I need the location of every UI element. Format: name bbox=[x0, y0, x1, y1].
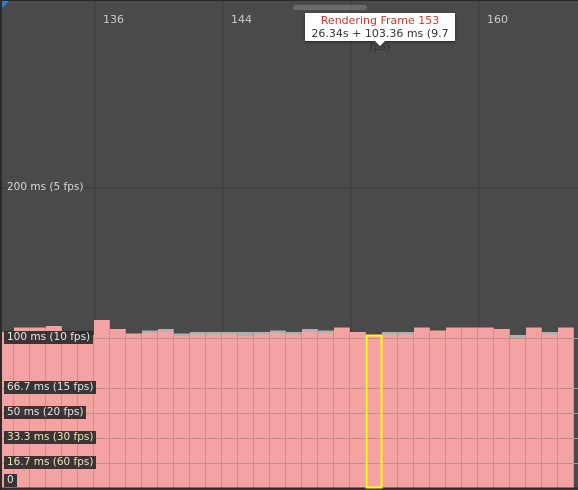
threshold-label-100ms: 100 ms (10 fps) bbox=[4, 331, 94, 344]
frame-bar-149[interactable] bbox=[302, 329, 318, 488]
frame-bar-158[interactable] bbox=[446, 327, 462, 489]
frame-bar-cap-147 bbox=[270, 330, 286, 333]
threshold-label-50ms: 50 ms (20 fps) bbox=[4, 406, 87, 419]
frame-bar-148[interactable] bbox=[286, 332, 302, 488]
frame-bar-cap-155 bbox=[398, 332, 414, 335]
tooltip-pointer-icon bbox=[375, 41, 385, 46]
frame-bar-cap-164 bbox=[542, 332, 558, 335]
frame-bar-cap-146 bbox=[254, 332, 270, 335]
frame-bar-150[interactable] bbox=[318, 330, 334, 489]
frame-bar-156[interactable] bbox=[414, 327, 430, 489]
threshold-label-zero: 0 bbox=[4, 474, 17, 487]
frame-bar-144[interactable] bbox=[222, 332, 238, 488]
frame-bar-161[interactable] bbox=[494, 329, 510, 488]
frame-bar-137[interactable] bbox=[110, 329, 126, 488]
frame-bar-147[interactable] bbox=[270, 330, 286, 489]
frame-bar-143[interactable] bbox=[206, 332, 222, 488]
frame-bar-cap-142 bbox=[190, 332, 206, 335]
selected-frame-outline[interactable] bbox=[365, 334, 383, 489]
frame-bar-cap-162 bbox=[510, 335, 526, 339]
frame-bar-142[interactable] bbox=[190, 332, 206, 488]
frame-bar-cap-154 bbox=[382, 332, 398, 335]
frame-bar-154[interactable] bbox=[382, 332, 398, 488]
frame-bar-136[interactable] bbox=[94, 320, 110, 488]
frame-bar-cap-149 bbox=[302, 329, 318, 332]
threshold-label-16ms: 16.7 ms (60 fps) bbox=[4, 456, 97, 469]
frame-bar-138[interactable] bbox=[126, 333, 142, 489]
threshold-label-66ms: 66.7 ms (15 fps) bbox=[4, 381, 97, 394]
threshold-label-33ms: 33.3 ms (30 fps) bbox=[4, 431, 97, 444]
frame-bar-cap-145 bbox=[238, 332, 254, 336]
corner-marker-icon bbox=[2, 1, 9, 8]
tooltip-detail: 26.34s + 103.36 ms (9.7 fps) bbox=[311, 27, 449, 53]
frame-bar-cap-139 bbox=[142, 330, 158, 333]
frame-tick-144: 144 bbox=[231, 13, 252, 26]
frame-bar-153[interactable] bbox=[366, 335, 382, 488]
frame-bar-165[interactable] bbox=[558, 327, 574, 489]
frame-bar-163[interactable] bbox=[526, 327, 542, 489]
frame-bar-159[interactable] bbox=[462, 327, 478, 489]
frame-tick-160: 160 bbox=[487, 13, 508, 26]
horizontal-scroll-thumb[interactable] bbox=[293, 5, 367, 10]
frame-bar-cap-141 bbox=[174, 333, 190, 336]
frame-bar-140[interactable] bbox=[158, 329, 174, 488]
frame-bar-160[interactable] bbox=[478, 327, 494, 489]
frame-bar-141[interactable] bbox=[174, 333, 190, 489]
frame-bar-151[interactable] bbox=[334, 327, 350, 489]
threshold-label-200ms: 200 ms (5 fps) bbox=[7, 181, 84, 193]
frame-bar-164[interactable] bbox=[542, 332, 558, 488]
frame-bar-cap-144 bbox=[222, 332, 238, 335]
frame-bar-cap-150 bbox=[318, 330, 334, 333]
frame-tooltip: Rendering Frame 153 26.34s + 103.36 ms (… bbox=[305, 13, 455, 53]
frame-bar-cap-143 bbox=[206, 332, 222, 335]
frame-bar-cap-148 bbox=[286, 332, 302, 335]
frame-bar-152[interactable] bbox=[350, 332, 366, 488]
frame-tick-136: 136 bbox=[103, 13, 124, 26]
frame-bar-145[interactable] bbox=[238, 332, 254, 488]
frame-bar-157[interactable] bbox=[430, 330, 446, 489]
frame-bar-162[interactable] bbox=[510, 335, 526, 488]
frame-bar-139[interactable] bbox=[142, 330, 158, 489]
frame-bar-155[interactable] bbox=[398, 332, 414, 488]
frame-bar-cap-140 bbox=[158, 329, 174, 332]
tooltip-title: Rendering Frame 153 bbox=[320, 14, 440, 27]
frame-bar-146[interactable] bbox=[254, 332, 270, 488]
